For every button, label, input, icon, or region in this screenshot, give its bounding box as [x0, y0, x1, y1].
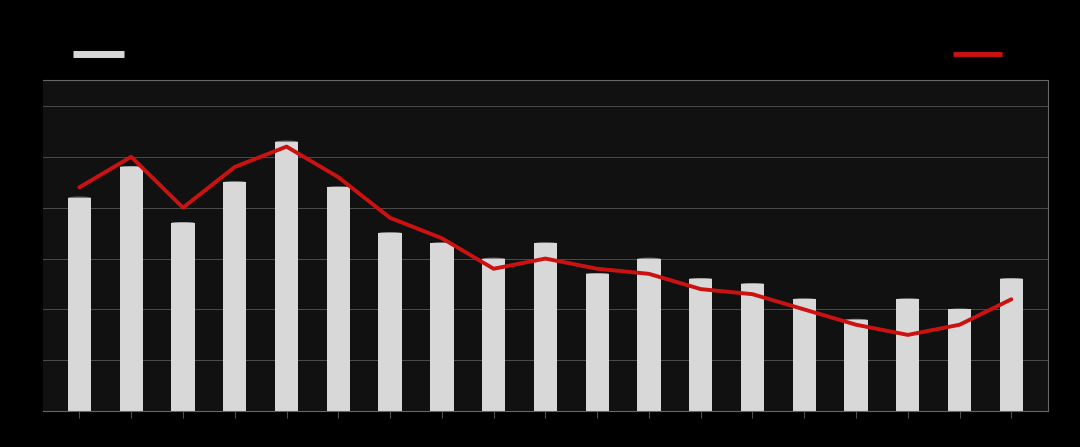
Polygon shape: [172, 222, 194, 223]
Polygon shape: [845, 319, 867, 320]
Bar: [689, 279, 713, 411]
Bar: [224, 182, 246, 411]
Bar: [378, 233, 402, 411]
Bar: [172, 223, 194, 411]
Polygon shape: [585, 273, 609, 274]
Bar: [430, 243, 454, 411]
Bar: [68, 198, 91, 411]
Bar: [585, 274, 609, 411]
Polygon shape: [120, 166, 143, 167]
Polygon shape: [68, 197, 91, 198]
Bar: [948, 309, 971, 411]
Bar: [482, 258, 505, 411]
Bar: [793, 299, 815, 411]
Bar: [534, 243, 557, 411]
Polygon shape: [275, 141, 298, 142]
Bar: [845, 320, 867, 411]
Bar: [326, 187, 350, 411]
Bar: [741, 284, 765, 411]
Polygon shape: [224, 181, 246, 182]
Polygon shape: [689, 278, 713, 279]
Bar: [896, 299, 919, 411]
Bar: [1000, 279, 1023, 411]
Bar: [120, 167, 143, 411]
Bar: [275, 142, 298, 411]
Polygon shape: [326, 186, 350, 187]
Polygon shape: [741, 283, 765, 284]
Polygon shape: [1000, 278, 1023, 279]
Bar: [637, 258, 661, 411]
Polygon shape: [378, 232, 402, 233]
